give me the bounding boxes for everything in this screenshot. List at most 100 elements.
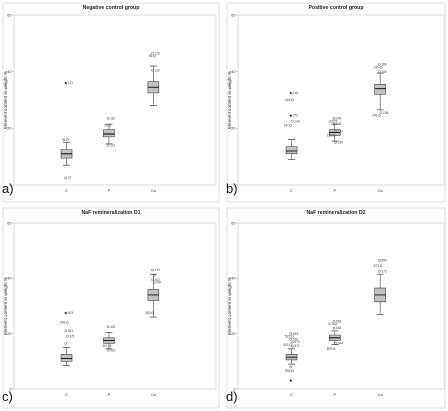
outlier-label: 172 <box>338 129 344 133</box>
panel-title: NaF remineralization D2 <box>306 210 365 216</box>
y-tick-label: 0 <box>233 183 235 187</box>
x-tick-label: C <box>65 393 68 397</box>
y-tick-label: 60 <box>231 221 235 225</box>
outlier-point <box>151 278 154 282</box>
outlier-point <box>152 281 156 284</box>
outlier-label: 35 <box>62 138 66 142</box>
outlier-point <box>334 342 337 345</box>
outlier-point <box>291 344 294 348</box>
outlier-label: 575 <box>328 322 334 326</box>
outlier-point <box>106 117 110 120</box>
x-tick-label: P <box>108 393 111 397</box>
outlier-point <box>332 122 336 126</box>
outlier-label: 403 <box>68 311 74 315</box>
outlier-point <box>289 343 293 347</box>
outlier-label: 249 <box>381 70 387 74</box>
x-tick-label: C <box>290 189 293 193</box>
outlier-label: 361 <box>102 344 108 348</box>
panel-frame <box>226 2 446 203</box>
panel-letter: c) <box>2 389 13 404</box>
outlier-point <box>289 365 293 369</box>
y-axis-title: Element content in weight % <box>227 71 232 129</box>
outlier-label: 146 <box>285 98 291 102</box>
outlier-point <box>291 340 294 344</box>
outlier-label: 545 <box>336 326 342 330</box>
outlier-label: 541 <box>283 343 289 347</box>
outlier-label: 106 <box>336 122 342 126</box>
outlier-point <box>151 68 154 72</box>
x-tick-label: P <box>334 189 337 193</box>
outlier-label: 410 <box>155 268 161 272</box>
outlier-label: 347 <box>156 281 162 285</box>
panel-frame <box>226 207 446 409</box>
plot-area <box>237 222 445 390</box>
outlier-label: 110 <box>155 68 160 72</box>
outlier-point <box>291 98 294 102</box>
outlier-label: 121 <box>110 143 116 147</box>
outlier-point <box>379 111 383 115</box>
y-tick-label: 40 <box>231 277 235 281</box>
box-iqr <box>285 146 298 155</box>
y-tick-label: 20 <box>231 127 235 131</box>
panel-letter: d) <box>226 389 238 404</box>
outlier-label: 143 <box>294 119 300 123</box>
panel-frame <box>2 2 220 203</box>
outlier-label: 199 <box>328 119 334 123</box>
outlier-point <box>151 268 154 272</box>
outlier-label: 022 <box>110 348 116 352</box>
outlier-star: ★ <box>289 378 293 384</box>
outlier-point <box>289 337 293 341</box>
outlier-point <box>289 124 293 127</box>
outlier-point <box>378 259 381 262</box>
y-tick-label: 60 <box>231 13 235 17</box>
y-tick-label: 60 <box>7 221 11 225</box>
x-tick-label: C <box>290 393 293 397</box>
plot-area <box>237 14 445 186</box>
outlier-point <box>291 369 294 373</box>
box-iqr <box>103 129 115 138</box>
outlier-star: ★ <box>64 310 68 316</box>
outlier-point <box>64 342 68 345</box>
box-C: ★ 131 35 37 <box>60 80 73 180</box>
y-tick-label: 20 <box>7 332 11 336</box>
panel-title: Negative control group <box>83 5 140 11</box>
outlier-point <box>378 270 381 273</box>
outlier-point <box>379 264 383 268</box>
outlier-label: 147 <box>283 124 289 128</box>
outlier-label: 145 <box>372 114 378 118</box>
y-tick-label: 0 <box>9 183 11 187</box>
outlier-label: 198 <box>338 141 344 145</box>
chart-panel-3: NaF remineralization D1 0 20 40 60 Element co… <box>2 207 220 409</box>
outlier-label: 110 <box>110 117 115 121</box>
outlier-point <box>291 119 294 123</box>
y-tick-label: 0 <box>233 387 235 391</box>
x-tick-label: Ca <box>151 189 157 193</box>
outlier-point <box>151 311 154 315</box>
outlier-label: 106 <box>383 111 389 115</box>
x-tick-label: P <box>108 189 111 193</box>
outlier-star: ★ <box>289 90 293 96</box>
y-axis-title: Element content in weight % <box>3 277 8 335</box>
outlier-point <box>108 344 112 348</box>
outlier-point <box>152 274 156 277</box>
outlier-point <box>378 63 381 66</box>
outlier-label: 522 <box>285 335 291 339</box>
outlier-point <box>108 124 112 127</box>
outlier-label: 286 <box>381 63 387 67</box>
outlier-label: 554 <box>381 258 387 262</box>
outlier-point <box>151 51 154 55</box>
outlier-label: 37 <box>68 176 72 180</box>
outlier-point <box>64 329 68 333</box>
y-tick-label: 40 <box>7 277 11 281</box>
outlier-label: 509 <box>327 347 333 351</box>
outlier-label: 98 <box>149 54 153 58</box>
outlier-point <box>291 335 294 338</box>
outlier-point <box>332 319 336 323</box>
